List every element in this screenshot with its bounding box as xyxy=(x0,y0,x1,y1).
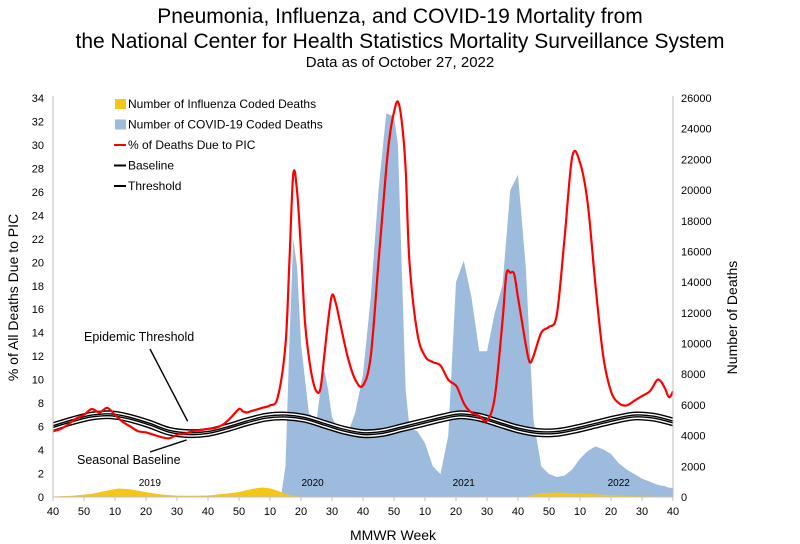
chart-title-line2: the National Center for Health Statistic… xyxy=(75,30,725,53)
y-left-tick-label: 34 xyxy=(32,93,44,105)
x-tick-label: 30 xyxy=(326,506,338,518)
y-right-tick-label: 12000 xyxy=(681,308,712,320)
legend-label: % of Deaths Due to PIC xyxy=(128,138,256,152)
chart-titles: Pneumonia, Influenza, and COVID-19 Morta… xyxy=(0,4,800,72)
annotation-seasonal-baseline: Seasonal Baseline xyxy=(77,453,181,467)
y-right-tick-label: 6000 xyxy=(681,400,705,412)
y-axis-title-right: Number of Deaths xyxy=(724,261,740,375)
y-left-tick-label: 16 xyxy=(32,304,44,316)
y-axis-title-left: % of All Deaths Due to PIC xyxy=(5,214,21,381)
chart-legend: Number of Influenza Coded Deaths Number o… xyxy=(114,97,323,193)
annotation-epidemic-threshold: Epidemic Threshold xyxy=(84,330,194,344)
y-right-tick-label: 2000 xyxy=(681,461,705,473)
legend-item: % of Deaths Due to PIC xyxy=(114,138,256,152)
year-label: 2021 xyxy=(453,478,476,489)
threshold-line-inner xyxy=(52,411,674,433)
x-tick-label: 40 xyxy=(202,506,214,518)
y-left-tick-label: 10 xyxy=(32,375,44,387)
y-left-tick-label: 8 xyxy=(38,398,44,410)
y-left-tick-label: 14 xyxy=(32,328,44,340)
y-left-tick-label: 28 xyxy=(32,163,44,175)
y-right-tick-label: 20000 xyxy=(681,185,712,197)
legend-item: Threshold xyxy=(114,179,181,193)
x-tick-label: 30 xyxy=(636,506,648,518)
pic-line-layer xyxy=(52,100,674,440)
y-left-tick-label: 6 xyxy=(38,422,44,434)
x-tick-label: 10 xyxy=(574,506,586,518)
x-tick-label: 20 xyxy=(140,506,152,518)
y-right-tick-label: 4000 xyxy=(681,431,705,443)
covid-deaths-area xyxy=(277,113,673,497)
y-right-tick-label: 16000 xyxy=(681,246,712,258)
y-right-tick-label: 26000 xyxy=(681,93,712,105)
y-left-tick-label: 4 xyxy=(38,445,44,457)
x-tick-label: 20 xyxy=(295,506,307,518)
y-left-tick-label: 18 xyxy=(32,281,44,293)
y-left-tick-label: 32 xyxy=(32,116,44,128)
x-tick-label: 40 xyxy=(47,506,59,518)
legend-swatch xyxy=(115,99,126,109)
y-right-tick-label: 14000 xyxy=(681,277,712,289)
legend-label: Number of COVID-19 Coded Deaths xyxy=(128,118,323,132)
x-tick-label: 10 xyxy=(419,506,431,518)
y-left-tick-label: 22 xyxy=(32,234,44,246)
annotations-layer: Epidemic Threshold Seasonal Baseline xyxy=(77,330,194,467)
year-label: 2020 xyxy=(302,478,325,489)
y-right-tick-label: 0 xyxy=(681,492,687,504)
legend-label: Threshold xyxy=(128,179,181,193)
y-right-tick-label: 18000 xyxy=(681,216,712,228)
legend-swatch xyxy=(115,119,126,130)
x-axis-title: MMWR Week xyxy=(350,527,437,543)
chart-title-line1: Pneumonia, Influenza, and COVID-19 Morta… xyxy=(157,5,643,28)
y-right-tick-label: 24000 xyxy=(681,124,712,136)
influenza-deaths-area xyxy=(53,487,673,497)
year-label: 2022 xyxy=(608,478,631,489)
axes-layer: 0246810121416182022242628303234020004000… xyxy=(5,93,740,543)
y-left-tick-label: 20 xyxy=(32,257,44,269)
x-tick-label: 10 xyxy=(264,506,276,518)
x-tick-label: 20 xyxy=(450,506,462,518)
x-tick-label: 20 xyxy=(605,506,617,518)
y-left-tick-label: 2 xyxy=(38,469,44,481)
y-right-tick-label: 10000 xyxy=(681,339,712,351)
baseline-line-inner xyxy=(52,416,674,437)
x-tick-label: 30 xyxy=(481,506,493,518)
x-tick-label: 50 xyxy=(543,506,555,518)
year-label: 2019 xyxy=(139,478,162,489)
x-tick-label: 10 xyxy=(109,506,121,518)
x-tick-label: 50 xyxy=(388,506,400,518)
influenza-area-layer xyxy=(53,487,673,497)
covid-area-layer xyxy=(277,113,673,497)
legend-label: Baseline xyxy=(128,159,174,173)
pic-percent-line xyxy=(52,100,674,440)
legend-label: Number of Influenza Coded Deaths xyxy=(128,97,316,111)
x-tick-label: 30 xyxy=(171,506,183,518)
legend-item: Number of Influenza Coded Deaths xyxy=(115,97,316,111)
y-left-tick-label: 24 xyxy=(32,210,44,222)
legend-item: Number of COVID-19 Coded Deaths xyxy=(115,118,323,132)
y-right-tick-label: 22000 xyxy=(681,154,712,166)
baseline-threshold-layer xyxy=(52,410,674,439)
y-left-tick-label: 0 xyxy=(38,492,44,504)
x-tick-label: 40 xyxy=(357,506,369,518)
x-tick-label: 40 xyxy=(667,506,679,518)
x-tick-label: 50 xyxy=(233,506,245,518)
y-left-tick-label: 30 xyxy=(32,140,44,152)
y-left-tick-label: 26 xyxy=(32,187,44,199)
x-tick-label: 40 xyxy=(512,506,524,518)
annotation-baseline-arrow xyxy=(149,439,187,453)
annotation-threshold-arrow xyxy=(149,348,189,422)
x-tick-label: 50 xyxy=(78,506,90,518)
legend-item: Baseline xyxy=(114,159,174,173)
chart-subtitle: Data as of October 27, 2022 xyxy=(305,54,495,71)
y-right-tick-label: 8000 xyxy=(681,369,705,381)
y-left-tick-label: 12 xyxy=(32,351,44,363)
